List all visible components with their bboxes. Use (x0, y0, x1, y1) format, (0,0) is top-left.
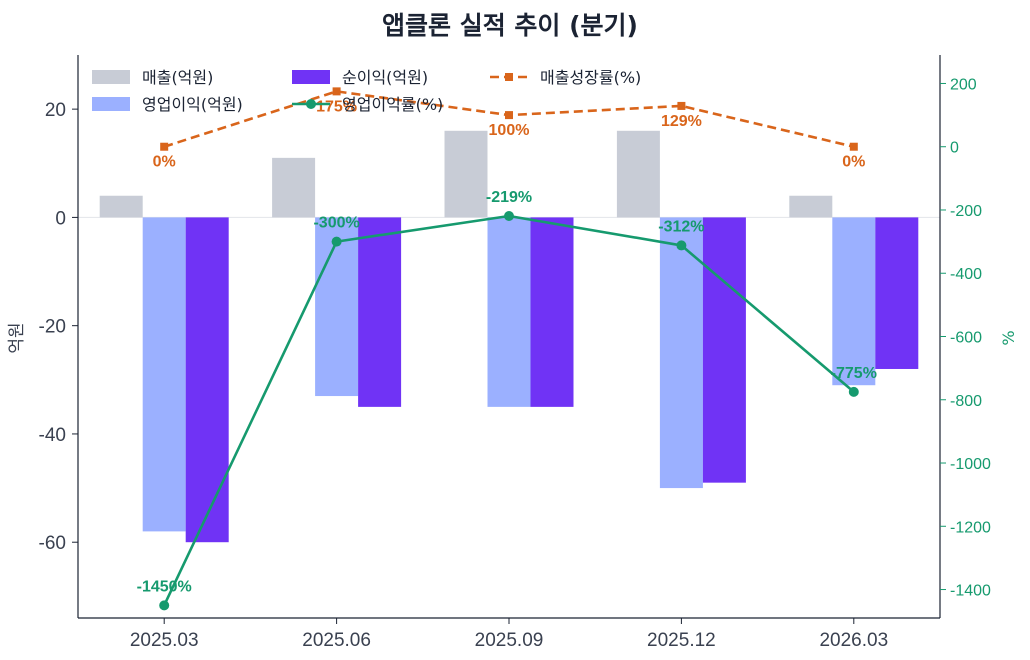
legend: 매출(억원) 순이익(억원) 매출성장률(%) 영업이익(억원) 영업이익률(%) (92, 68, 641, 114)
margin-marker (848, 386, 859, 397)
x-tick-label: 2025.12 (647, 630, 716, 651)
margin-data-label: -312% (658, 218, 704, 235)
growth-data-label: 100% (489, 122, 530, 139)
bar-3-2025.03 (185, 217, 229, 543)
legend-label: 순이익(억원) (342, 68, 428, 87)
margin-data-label: -300% (313, 215, 359, 232)
growth-data-label: 129% (661, 113, 702, 130)
margin-data-label: -1450% (137, 578, 192, 595)
bar-3-2025.12 (702, 217, 746, 483)
margin-marker (331, 236, 342, 247)
y2-tick-label: -800 (950, 393, 982, 410)
y-axis-label: 억원 (7, 322, 27, 353)
bar-1-2025.09 (444, 130, 488, 218)
y-tick-label: -40 (39, 425, 66, 446)
bar-2-2025.06 (315, 217, 359, 397)
y2-tick-label: -400 (950, 266, 982, 283)
bar-2-2025.12 (659, 217, 703, 489)
y2-tick-label: 0 (950, 140, 959, 157)
legend-swatch (92, 97, 130, 111)
legend-label: 매출(억원) (142, 68, 213, 87)
legend-label: 영업이익(억원) (142, 95, 243, 114)
y2-tick-label: -200 (950, 203, 982, 220)
margin-marker (504, 210, 514, 221)
y2-tick-label: -1200 (950, 519, 991, 536)
y-tick-label: -20 (39, 317, 66, 338)
bar-2-2026.03 (832, 217, 876, 386)
y-tick-label: -60 (39, 533, 66, 554)
x-tick-label: 2025.06 (302, 630, 371, 651)
x-tick-label: 2026.03 (819, 630, 888, 651)
y2-axis-label: % (999, 330, 1018, 345)
x-tick-label: 2025.09 (475, 630, 544, 651)
axes: -60-40-20020-1400-1200-1000-800-600-400-… (39, 55, 991, 651)
margin-data-label: -775% (831, 365, 877, 382)
growth-data-label: 175% (316, 98, 357, 115)
lines (159, 87, 859, 611)
x-tick-label: 2025.03 (130, 630, 199, 651)
bar-3-2025.06 (358, 217, 402, 407)
growth-marker (332, 87, 341, 96)
margin-data-label: -219% (486, 189, 532, 206)
margin-marker (676, 240, 687, 251)
bar-1-2026.03 (789, 195, 833, 218)
growth-marker (677, 101, 686, 110)
bar-3-2025.09 (530, 217, 574, 407)
y2-tick-label: -1400 (950, 583, 991, 600)
growth-marker (849, 142, 858, 151)
growth-data-label: 0% (153, 154, 176, 171)
data-labels: -1450% -300% -219% -312% -775% 0% 175% 100% 129%… (137, 98, 877, 595)
margin-marker (159, 600, 170, 611)
legend-label: 영업이익률(%) (342, 95, 443, 114)
legend-swatch (292, 70, 330, 84)
growth-marker (505, 111, 513, 120)
growth-marker (160, 142, 169, 151)
legend-swatch (92, 70, 130, 84)
growth-data-label: 0% (842, 154, 865, 171)
bars (99, 130, 919, 543)
y-tick-label: 20 (45, 100, 66, 121)
y2-tick-label: 200 (950, 76, 977, 93)
chart-title: 앱클론 실적 추이 (분기) (382, 11, 638, 40)
y2-tick-label: -600 (950, 330, 982, 347)
bar-2-2025.09 (487, 217, 531, 407)
legend-marker (306, 99, 316, 109)
bar-3-2026.03 (875, 217, 919, 369)
bar-1-2025.12 (616, 130, 660, 218)
y2-tick-label: -1000 (950, 456, 991, 473)
bar-1-2025.06 (272, 157, 316, 218)
legend-marker (505, 73, 513, 81)
bar-1-2025.03 (99, 195, 143, 218)
legend-label: 매출성장률(%) (540, 68, 641, 87)
bar-2-2025.03 (142, 217, 186, 532)
y-tick-label: 0 (55, 208, 66, 229)
